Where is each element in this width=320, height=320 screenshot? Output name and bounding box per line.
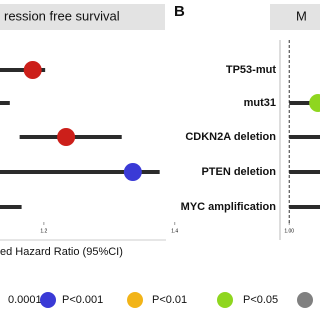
- x-axis-label: ed Hazard Ratio (95%CI): [0, 246, 123, 258]
- panel-b-title-box: [270, 4, 320, 30]
- plot-area: [289, 94, 320, 209]
- legend-swatch: [217, 292, 233, 308]
- legend-label: P<0.01: [152, 294, 187, 306]
- legend-label: P<0.001: [62, 294, 103, 306]
- legend-label: 0.0001: [8, 294, 42, 306]
- legend-swatch: [40, 292, 56, 308]
- x-tick-label: 1.4: [171, 228, 178, 234]
- panel-label: B: [174, 3, 185, 20]
- panel-a-title-box: [0, 4, 165, 30]
- row-label: MYC amplification: [181, 201, 277, 213]
- estimate-point: [309, 94, 320, 112]
- row-label: CDKN2A deletion: [185, 131, 276, 143]
- legend-swatch: [127, 292, 143, 308]
- row-label: mut31: [244, 97, 276, 109]
- legend-label: P<0.05: [243, 294, 278, 306]
- row-label: PTEN deletion: [201, 166, 276, 178]
- estimate-point: [57, 128, 76, 146]
- panel-b-title: M: [296, 8, 307, 23]
- x-tick-label: 1.00: [284, 228, 294, 234]
- panel-a-title: ression free survival: [4, 8, 120, 23]
- plot-area: [0, 61, 160, 209]
- row-label: TP53-mut: [226, 64, 276, 76]
- estimate-point: [23, 61, 42, 79]
- legend-swatch: [297, 292, 313, 308]
- x-tick-label: 1.2: [40, 228, 47, 234]
- estimate-point: [123, 163, 142, 181]
